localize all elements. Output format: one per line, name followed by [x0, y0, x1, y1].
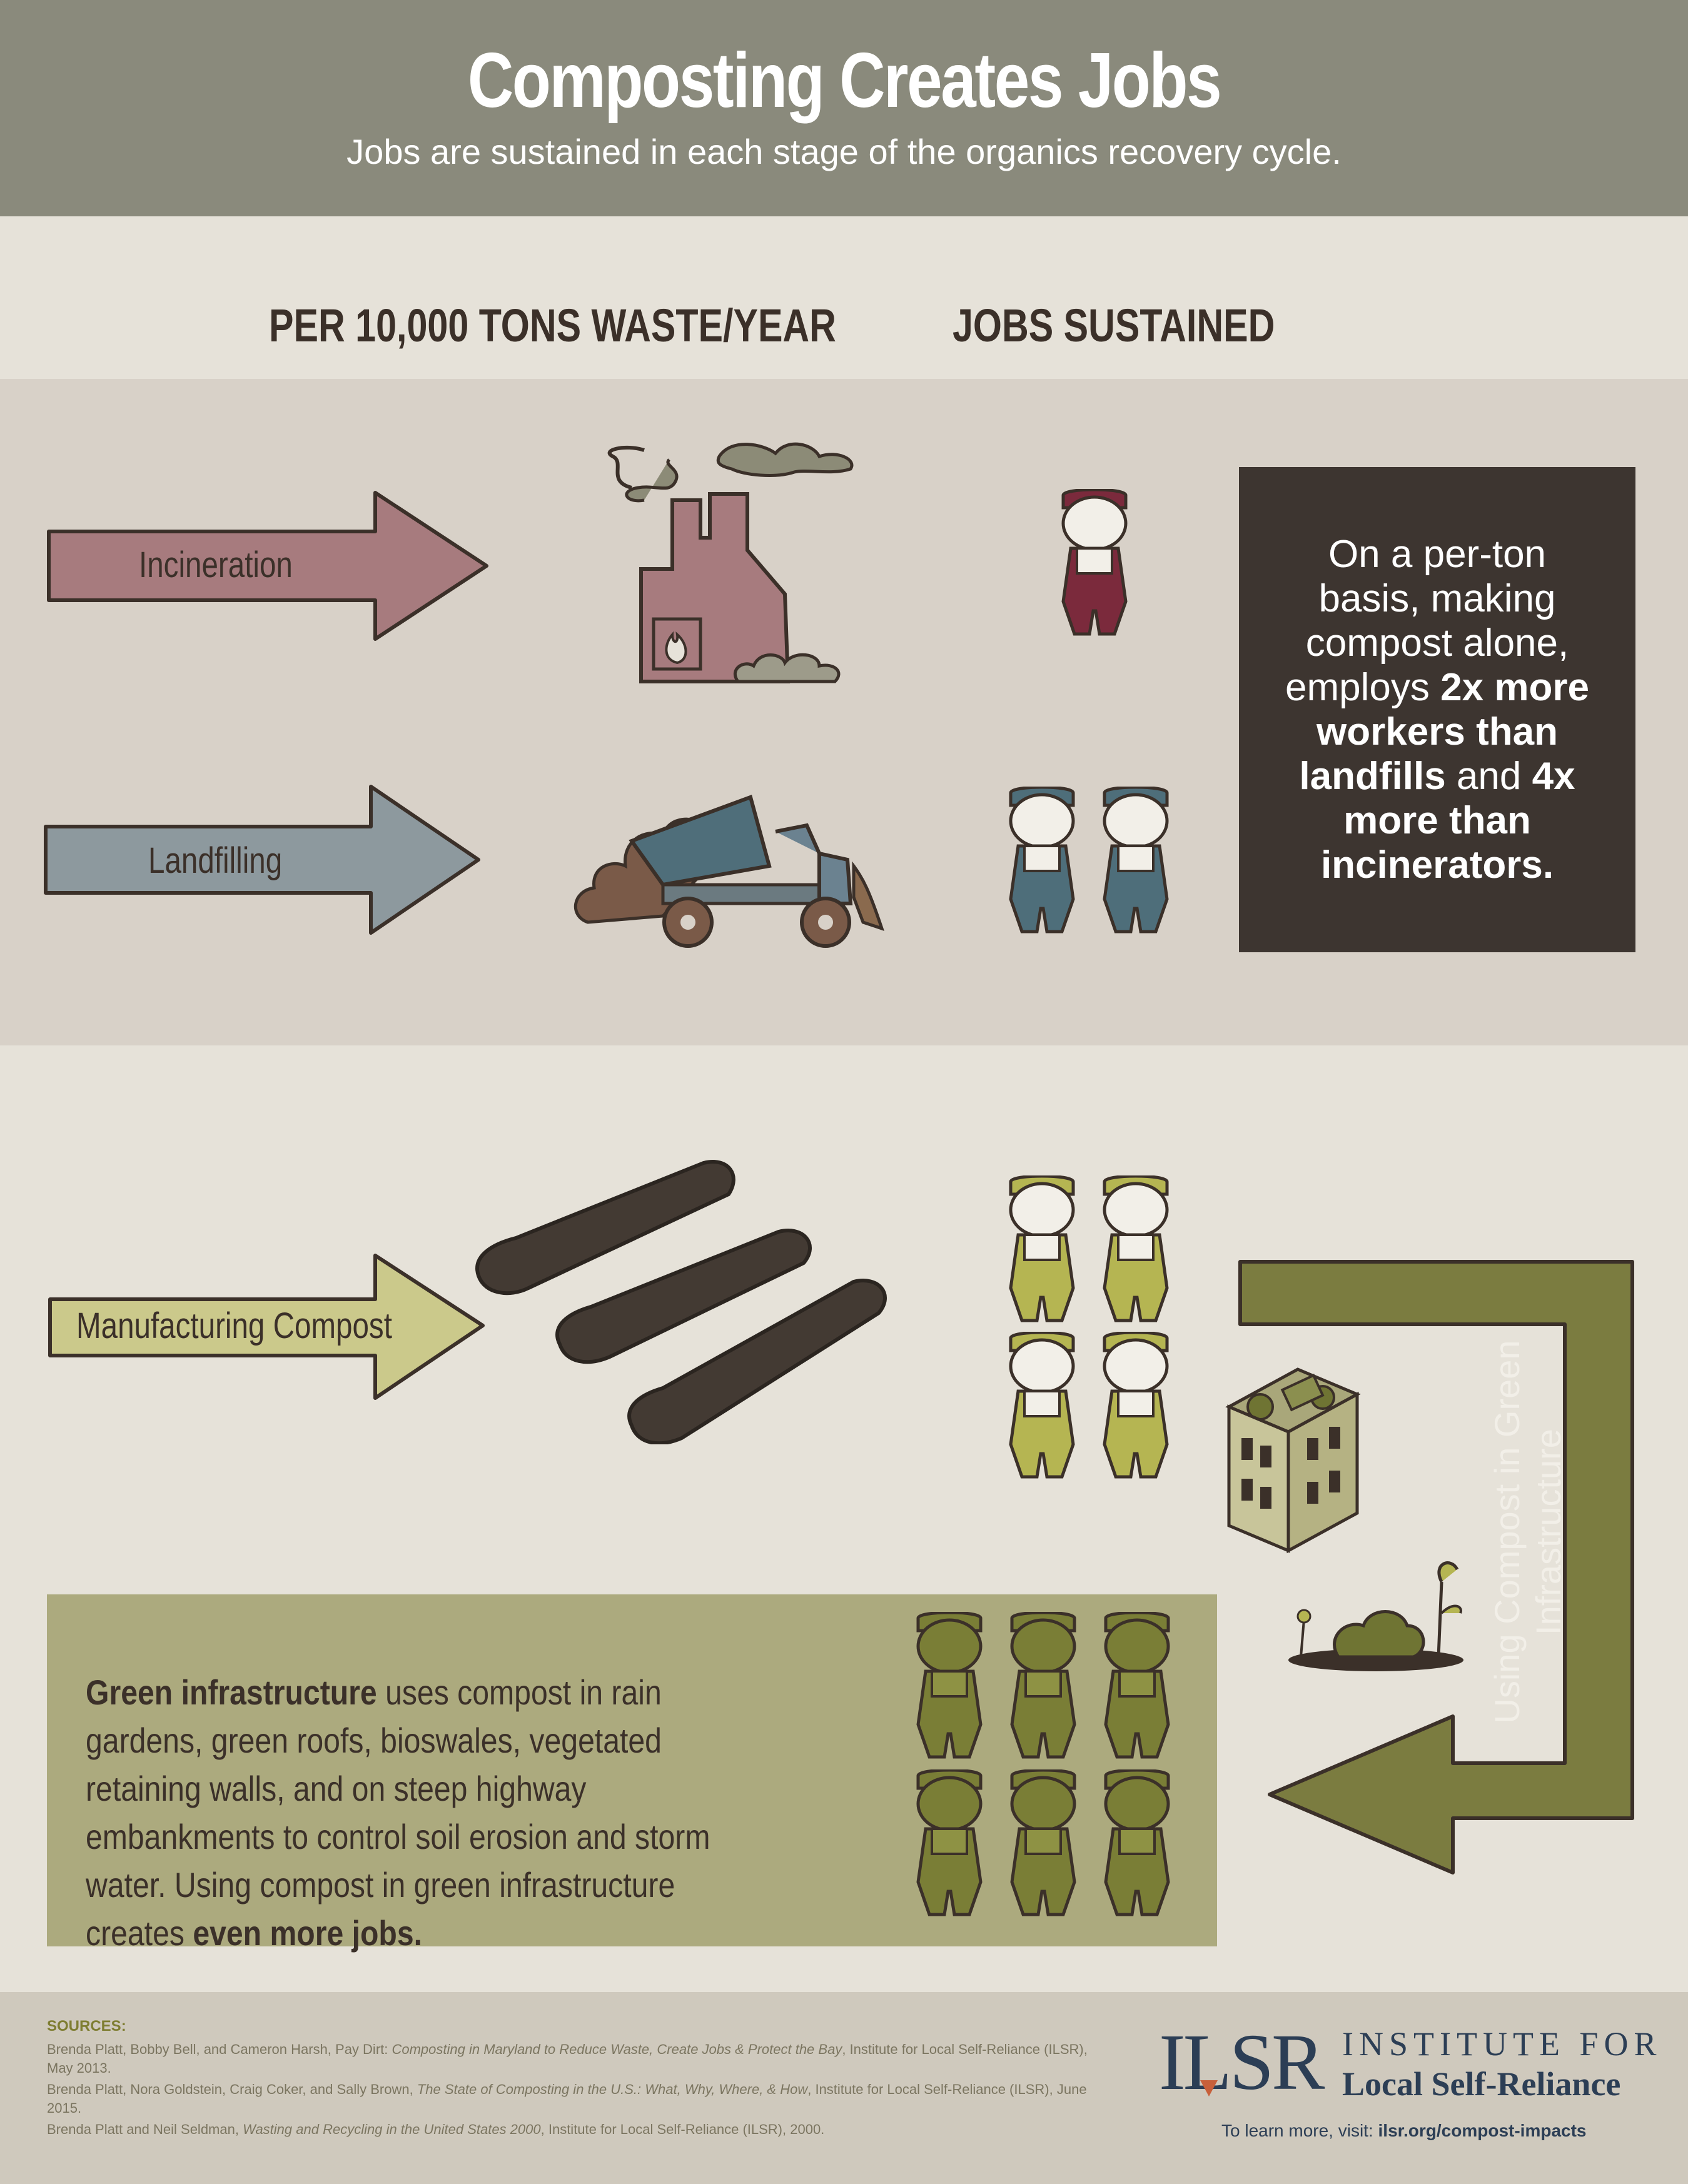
column-heading-jobs: JOBS SUSTAINED — [953, 299, 1275, 351]
green-infrastructure-loop-arrow — [1238, 1260, 1634, 1875]
worker-icon — [1010, 1612, 1076, 1759]
worker-icon — [1104, 1769, 1170, 1916]
green-infrastructure-text: Green infrastructure uses compost in rai… — [86, 1673, 710, 1953]
landfilling-label: Landfilling — [148, 840, 283, 881]
logo-line-2: Local Self-Reliance — [1342, 2065, 1621, 2103]
page-title: Composting Creates Jobs — [467, 38, 1222, 124]
source-item: Brenda Platt, Bobby Bell, and Cameron Ha… — [47, 2041, 1088, 2076]
page-subtitle: Jobs are sustained in each stage of the … — [346, 132, 1342, 171]
worker-icon — [916, 1769, 983, 1916]
ilsr-logo-mark: ILSR — [1159, 2018, 1325, 2106]
compost-windrows-icon — [475, 1160, 887, 1444]
worker-icon — [1103, 787, 1169, 933]
header-banner — [0, 0, 1688, 216]
manufacturing-compost-arrow — [48, 1254, 485, 1400]
incinerator-icon — [607, 442, 854, 683]
source-item: Brenda Platt and Neil Seldman, Wasting a… — [47, 2121, 825, 2137]
jobs-callout-box: On a per-ton basis, making compost alone… — [1239, 467, 1635, 952]
landfilling-arrow — [44, 785, 480, 935]
loop-arrow-label: Using Compost in Green Infrastructure — [1487, 1340, 1568, 1724]
worker-icon — [1009, 1175, 1075, 1322]
worker-icon — [1061, 489, 1128, 636]
worker-icon — [1010, 1769, 1076, 1916]
worker-icon — [1009, 1332, 1075, 1479]
green-roof-building-icon — [1225, 1367, 1361, 1554]
worker-icon — [1009, 787, 1075, 933]
worker-icon — [916, 1612, 983, 1759]
callout-text: On a per-ton basis, making compost alone… — [1285, 533, 1589, 887]
plants-icon — [1288, 1561, 1463, 1671]
logo-triangle-icon — [1200, 2080, 1218, 2096]
dump-truck-icon — [574, 795, 884, 948]
incineration-arrow — [47, 491, 488, 641]
incineration-label: Incineration — [139, 545, 293, 585]
sources-heading: SOURCES: — [47, 2018, 126, 2035]
source-item: Brenda Platt, Nora Goldstein, Craig Coke… — [47, 2081, 1087, 2116]
column-heading-waste: PER 10,000 TONS WASTE/YEAR — [269, 299, 836, 351]
worker-icon — [1104, 1612, 1170, 1759]
logo-line-1: INSTITUTE FOR — [1342, 2025, 1662, 2063]
manufacturing-compost-label: Manufacturing Compost — [76, 1306, 392, 1346]
worker-icon — [1103, 1332, 1169, 1479]
footer — [0, 1992, 1688, 2184]
learn-more-link[interactable]: ilsr.org/compost-impacts — [1378, 2121, 1587, 2140]
learn-more: To learn more, visit: ilsr.org/compost-i… — [1221, 2121, 1587, 2140]
worker-icon — [1103, 1175, 1169, 1322]
